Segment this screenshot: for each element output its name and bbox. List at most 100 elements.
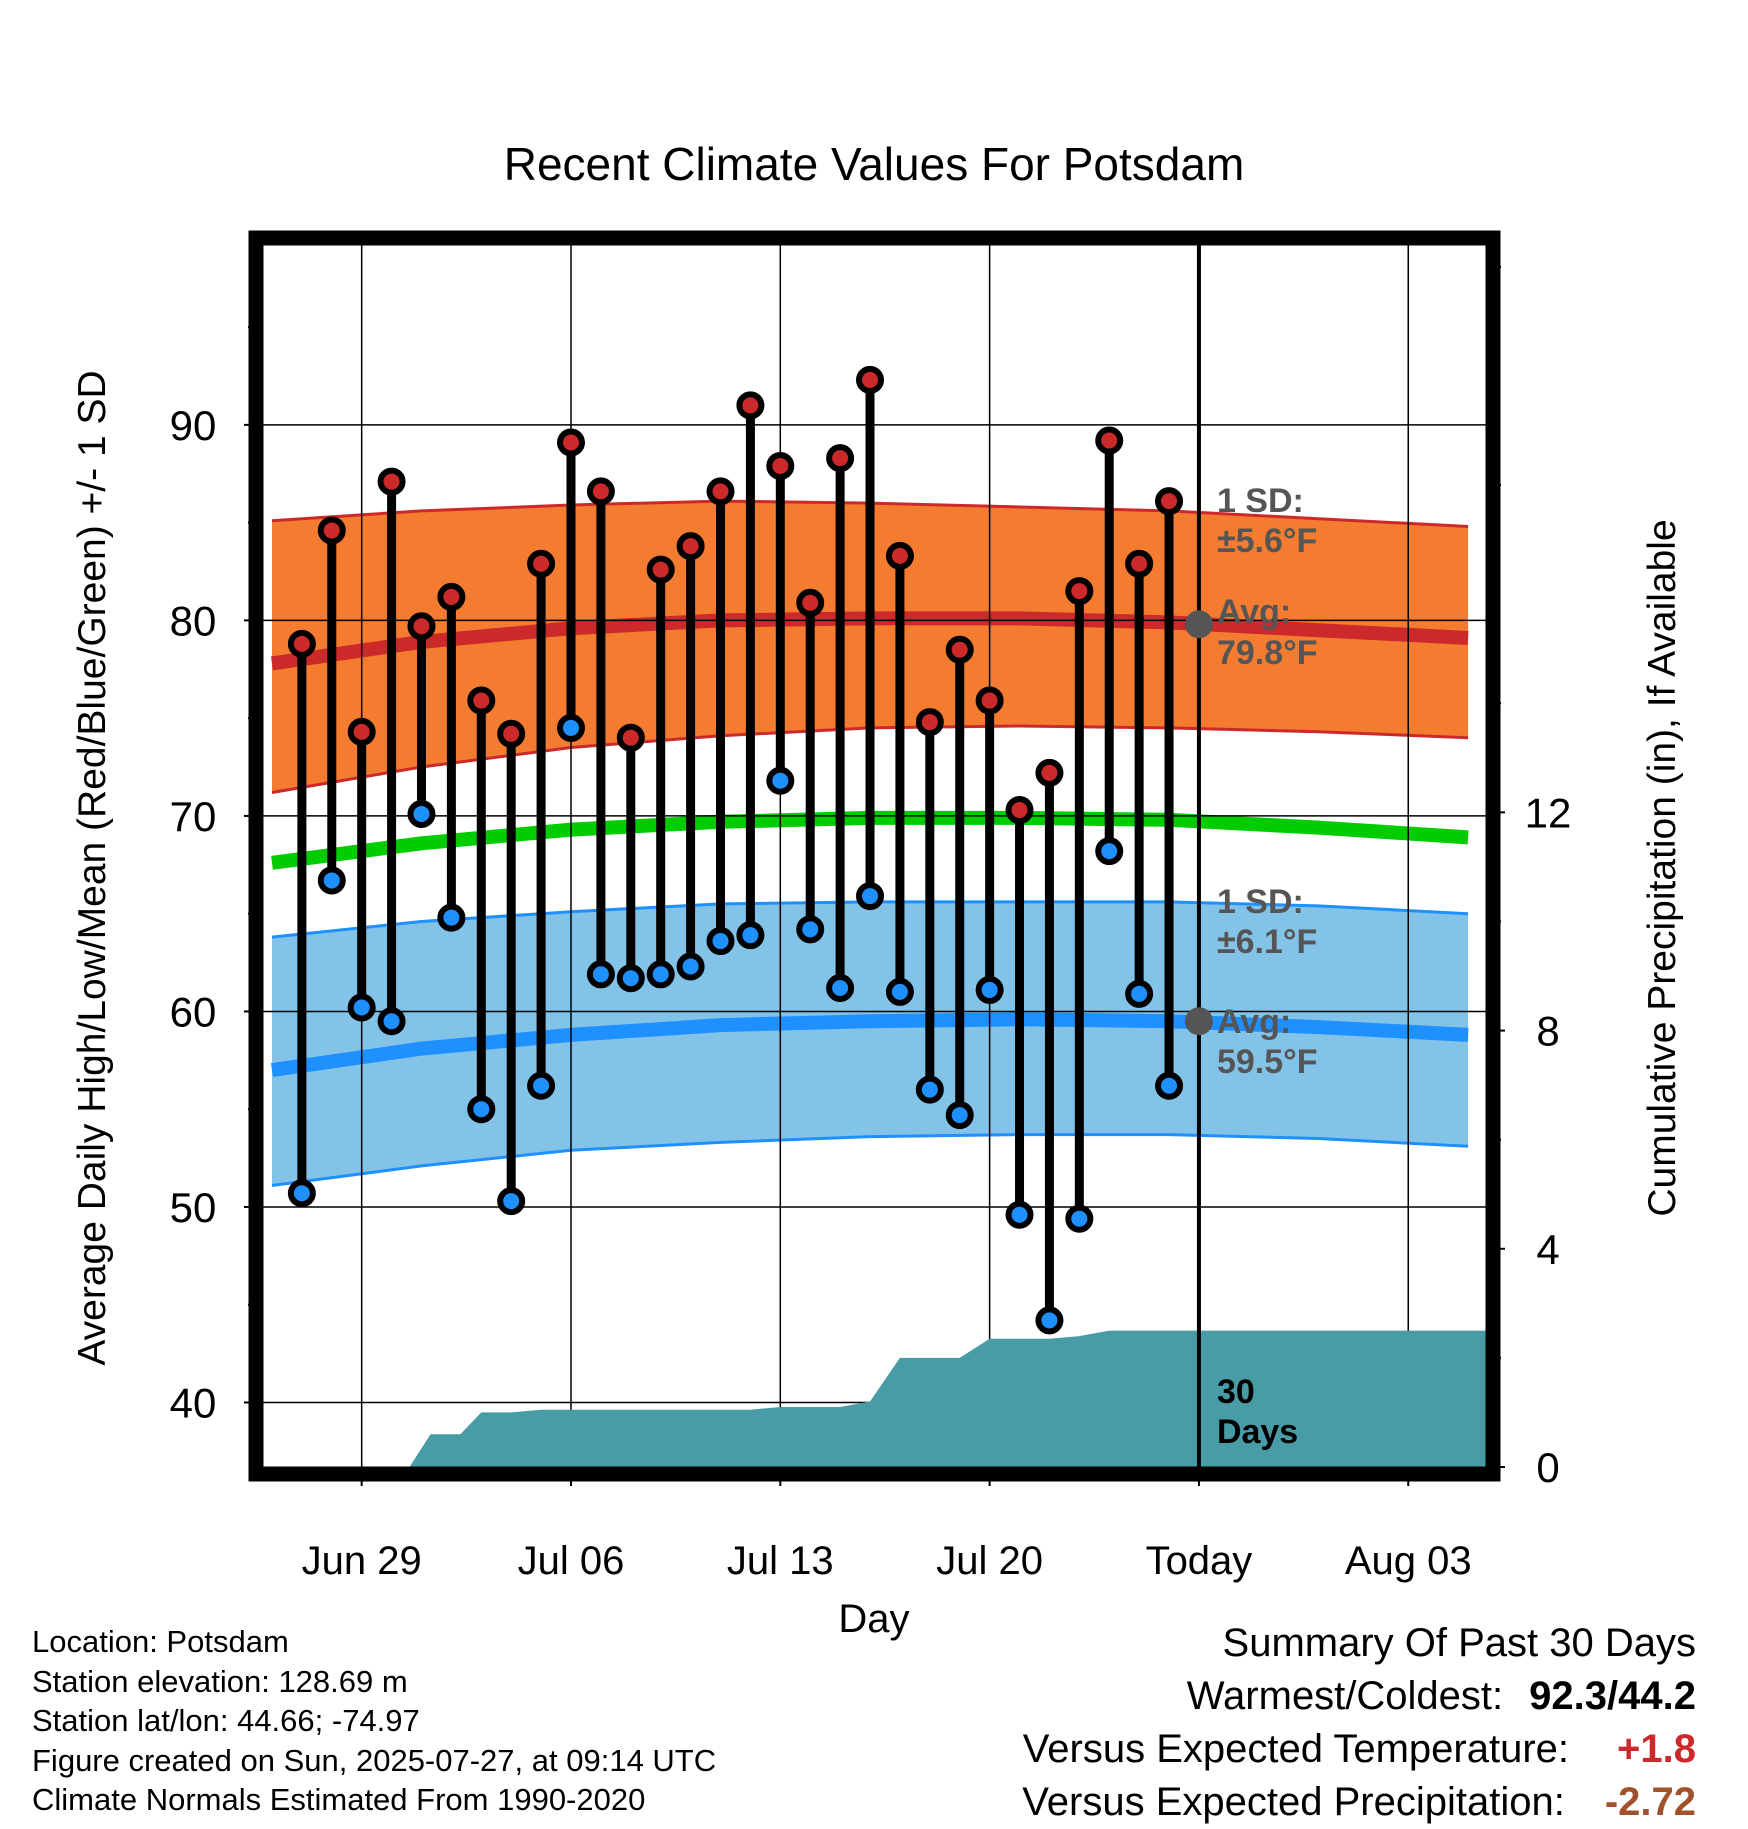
info-latlon: Station lat/lon: 44.66; -74.97 [32,1703,420,1738]
y2-tick-label: 0 [1536,1444,1559,1491]
station-info: Location: Potsdam Station elevation: 128… [32,1622,716,1820]
high-point [1005,796,1034,825]
high-point [497,719,526,748]
summary-title: Summary Of Past 30 Days [1222,1621,1696,1665]
high-point [826,444,855,473]
high-point [766,451,795,480]
low-sd-value: ±6.1°F [1217,923,1317,961]
summary-warm-cold-row: Warmest/Coldest: 92.3/44.2 [1022,1670,1696,1723]
low-point [766,766,795,795]
daily-marks [287,365,1184,1335]
high-point [975,686,1004,715]
y2-tick-label: 8 [1536,1008,1559,1055]
summary-panel: Summary Of Past 30 Days Warmest/Coldest:… [1022,1617,1696,1829]
low-point [856,882,885,911]
y2-axis-label: Cumulative Precipitation (in), If Availa… [1641,519,1684,1216]
low-point [287,1179,316,1208]
precip-area [263,245,1486,1467]
high-point [856,365,885,394]
axes: 40 50 60 70 80 90 0 4 8 12 Jun 29 Jul 06 Jul 13 Jul 2… [170,265,1572,1583]
high-sd-label: 1 SD: [1217,482,1304,520]
high-point [706,477,735,506]
summary-temp-value: +1.8 [1617,1727,1696,1771]
today-high-avg-marker [1184,610,1213,639]
high-point [317,516,346,545]
chart-title: Recent Climate Values For Potsdam [504,138,1245,190]
x-tick-label: Jul 13 [727,1539,834,1583]
low-point [616,964,645,993]
high-point [467,686,496,715]
summary-temp-label: Versus Expected Temperature: [1022,1727,1570,1771]
low-avg-value: 59.5°F [1217,1043,1318,1081]
summary-warmest: 92.3 [1529,1674,1608,1718]
low-sd-label: 1 SD: [1217,883,1304,921]
high-point [1095,426,1124,455]
low-point [945,1101,974,1130]
high-point [586,477,615,506]
low-point [527,1071,556,1100]
summary-precip-label: Versus Expected Precipitation: [1022,1780,1565,1824]
low-sd-lower-line [271,1133,1469,1187]
low-point [1035,1306,1064,1335]
today-low-avg-marker [1184,1007,1213,1036]
info-location: Location: Potsdam [32,1624,289,1659]
low-point [1125,979,1154,1008]
high-point [437,582,466,611]
plot-frame [248,230,1501,1482]
high-point [1125,549,1154,578]
summary-warm-cold-value: 92.3/44.2 [1529,1670,1696,1723]
high-point [945,635,974,664]
y2-tick-label: 4 [1536,1226,1559,1273]
high-point [796,588,825,617]
low-point [676,952,705,981]
x-tick-label: Jun 29 [302,1539,422,1583]
x-tick-label: Jul 06 [518,1539,625,1583]
high-point [1155,487,1184,516]
summary-precip-value: -2.72 [1604,1780,1696,1824]
plot-border [248,230,1501,1482]
high-point [287,629,316,658]
high-sd-value: ±5.6°F [1217,522,1317,560]
high-point [407,612,436,641]
y-tick-label: 40 [170,1379,217,1426]
high-point [646,555,675,584]
low-point [1095,837,1124,866]
low-point [347,993,376,1022]
low-point [796,915,825,944]
low-point [497,1187,526,1216]
x-tick-label: Aug 03 [1345,1539,1472,1583]
info-elevation: Station elevation: 128.69 m [32,1663,408,1699]
high-avg-value: 79.8°F [1217,634,1318,672]
low-point [437,903,466,932]
high-avg-label: Avg: [1217,593,1291,631]
info-created: Figure created on Sun, 2025-07-27, at 09… [32,1742,717,1778]
y-tick-label: 80 [170,597,217,644]
low-point [467,1095,496,1124]
high-point [915,708,944,737]
low-point [826,973,855,1002]
y-tick-label: 50 [170,1184,217,1231]
summary-slash: / [1607,1674,1619,1718]
low-point [915,1075,944,1104]
low-point [407,799,436,828]
low-avg-label: Avg: [1217,1003,1291,1041]
y-axis-label: Average Daily High/Low/Mean (Red/Blue/Gr… [71,370,114,1365]
high-point [556,428,585,457]
low-point [377,1007,406,1036]
y-tick-label: 60 [170,988,217,1035]
x-tick-label: Today [1146,1539,1253,1583]
high-point [377,467,406,496]
x-axis-label: Day [838,1597,909,1641]
summary-temp-row: Versus Expected Temperature: +1.8 [1022,1723,1696,1776]
window-label-days: Days [1217,1413,1298,1451]
low-point [975,975,1004,1004]
high-point [1065,577,1094,606]
high-point [736,391,765,420]
low-point [706,927,735,956]
low-point [885,977,914,1006]
y2-tick-label: 12 [1525,789,1572,836]
window-label-days-count: 30 [1217,1373,1255,1411]
info-normals: Climate Normals Estimated From 1990-2020 [32,1782,646,1817]
